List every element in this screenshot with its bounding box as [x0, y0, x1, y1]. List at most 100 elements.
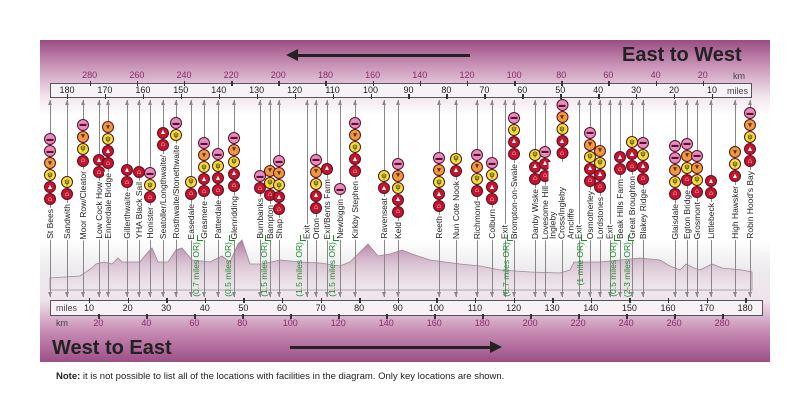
bottom-miles-tick	[127, 298, 129, 303]
shop-icon: ▾	[392, 169, 404, 182]
facility-stack: ▲ ⌂	[705, 175, 717, 200]
location-column: ψ ▲ Ravenseat	[378, 170, 390, 240]
location-column: ▬ ψ ▲ ⌂ Colburn	[486, 157, 498, 240]
shop-icon: ▾	[273, 167, 285, 180]
accommodation-icon: ⌂	[198, 185, 210, 198]
location-column: ψ ▲ ⌂ Great Broughton	[626, 136, 638, 240]
campsite-icon: ▲	[626, 148, 638, 161]
campsite-icon: ▲	[212, 172, 224, 185]
bus/taxi-icon: ▬	[228, 131, 240, 144]
shop-icon: ▾	[433, 164, 445, 177]
location-name: Robin Hood's Bay	[744, 170, 755, 240]
campsite-icon: ▲	[378, 182, 390, 195]
top-miles-label: 80	[441, 85, 452, 95]
top-miles-tick	[67, 94, 69, 99]
campsite-icon: ▲	[121, 164, 133, 177]
bottom-km-label: 40	[141, 318, 152, 328]
location-name: Beak Hills Farm	[614, 178, 625, 240]
location-pointer-line	[577, 100, 581, 297]
campsite-icon: ▲	[198, 173, 210, 186]
top-miles-label: 30	[631, 85, 642, 95]
location-name: Orton	[310, 216, 321, 240]
top-km-tick	[325, 81, 327, 86]
facility-stack: ψ ▲ ⌂	[529, 148, 541, 185]
food-icon: ψ	[170, 129, 182, 142]
bottom-miles-tick	[204, 298, 207, 303]
facility-stack: ▬ ▾ ψ ▲ ⌂	[228, 131, 240, 192]
location-pointer-line	[475, 100, 479, 297]
facility-stack: ψ ▲	[378, 170, 390, 195]
detour-bracket	[614, 235, 620, 241]
accommodation-icon: ⌂	[637, 172, 649, 185]
bottom-km-tick	[290, 314, 292, 319]
bottom-miles-label: 90	[392, 303, 403, 313]
bus/taxi-icon: ▬	[584, 126, 596, 139]
shop-icon: ▾	[228, 143, 240, 156]
facility-stack: ▬ ψ ▲ ⌂	[637, 136, 649, 185]
bus/taxi-icon: ▬	[144, 167, 156, 180]
accommodation-icon: ⌂	[273, 203, 285, 216]
top-miles-label: 170	[97, 85, 113, 95]
accommodation-icon: ⌂	[691, 185, 703, 198]
accommodation-icon: ⌂	[228, 179, 240, 192]
top-km-tick	[702, 81, 705, 86]
facility-stack: ▬	[334, 183, 346, 196]
detour-bracket	[197, 235, 203, 241]
accommodation-icon: ⌂	[614, 163, 626, 176]
location-column: ψ ▲ Nun Cote Nook	[450, 152, 462, 240]
bus/taxi-icon: ▬	[44, 145, 56, 158]
accommodation-icon: ⌂	[594, 180, 606, 193]
facility-stack: ψ ⌂	[185, 175, 197, 200]
accommodation-icon: ⌂	[392, 205, 404, 218]
detour-bracket	[300, 235, 306, 241]
top-miles-label: 140	[211, 85, 227, 95]
bottom-miles-tick	[89, 298, 91, 303]
bottom-km-label: 260	[666, 318, 682, 328]
facility-stack: ▬ ▾ ψ ⌂	[691, 149, 703, 198]
location-name: Honister	[144, 206, 155, 240]
bottom-miles-tick	[475, 298, 477, 303]
bus/taxi-icon: ▬	[310, 153, 322, 166]
campsite-icon: ▲	[228, 167, 240, 180]
facility-stack: ▬ ▬ ▾ ψ ⌂	[669, 139, 681, 200]
location-column: ▾ ψ ▲ ⌂ Ennerdale Bridge	[102, 121, 114, 240]
accommodation-icon: ⌂	[471, 184, 483, 197]
bottom-km-label: 180	[474, 318, 490, 328]
food-icon: ψ	[637, 148, 649, 161]
accommodation-icon: ⌂	[212, 184, 224, 197]
food-icon: ψ	[433, 176, 445, 189]
bus/taxi-icon: ▬	[471, 148, 483, 161]
top-miles-tick	[446, 94, 448, 99]
campsite-icon: ▲	[637, 160, 649, 173]
accommodation-icon: ⌂	[705, 187, 717, 200]
food-icon: ψ	[310, 177, 322, 190]
location-name: Easedale	[185, 202, 196, 240]
location-name: Brompton-on-Swale	[508, 162, 519, 240]
location-column: ▲ ⌂ Littlebeck	[705, 175, 717, 240]
bus/taxi-icon: ▬	[254, 170, 266, 183]
facility-stack: ▬ ▾ ψ ⌂	[471, 148, 483, 197]
food-icon: ψ	[144, 179, 156, 192]
top-miles-tick	[560, 94, 562, 99]
location-column: ▬ ▾ ψ ▲ ⌂ Grasmere	[198, 137, 210, 240]
shop-icon: ▾	[584, 138, 596, 151]
top-km-tick	[372, 81, 375, 86]
top-km-tick	[466, 81, 469, 86]
bottom-km-tick	[578, 314, 580, 319]
facility-stack: ▬ ▾ ψ ▲ ⌂	[273, 155, 285, 216]
location-name: Nun Cote Nook	[450, 179, 461, 240]
top-miles-label: 70	[479, 85, 490, 95]
shop-icon: ▾	[77, 130, 89, 143]
bottom-miles-label: 70	[315, 303, 326, 313]
top-miles-tick	[332, 94, 334, 99]
campsite-icon: ▲	[508, 135, 520, 148]
facility-stack: ▬ ψ ⌂	[144, 167, 156, 204]
food-icon: ψ	[486, 169, 498, 182]
bottom-miles-tick	[668, 298, 670, 303]
top-km-label: 20	[697, 70, 708, 80]
bus/taxi-icon: ▬	[273, 155, 285, 168]
bottom-miles-label: 50	[238, 303, 249, 313]
location-column: ▬ ▾ ψ ▲ ⌂ Robin Hood's Bay	[744, 107, 756, 240]
bus/taxi-icon: ▬	[44, 133, 56, 146]
food-icon: ψ	[584, 150, 596, 163]
